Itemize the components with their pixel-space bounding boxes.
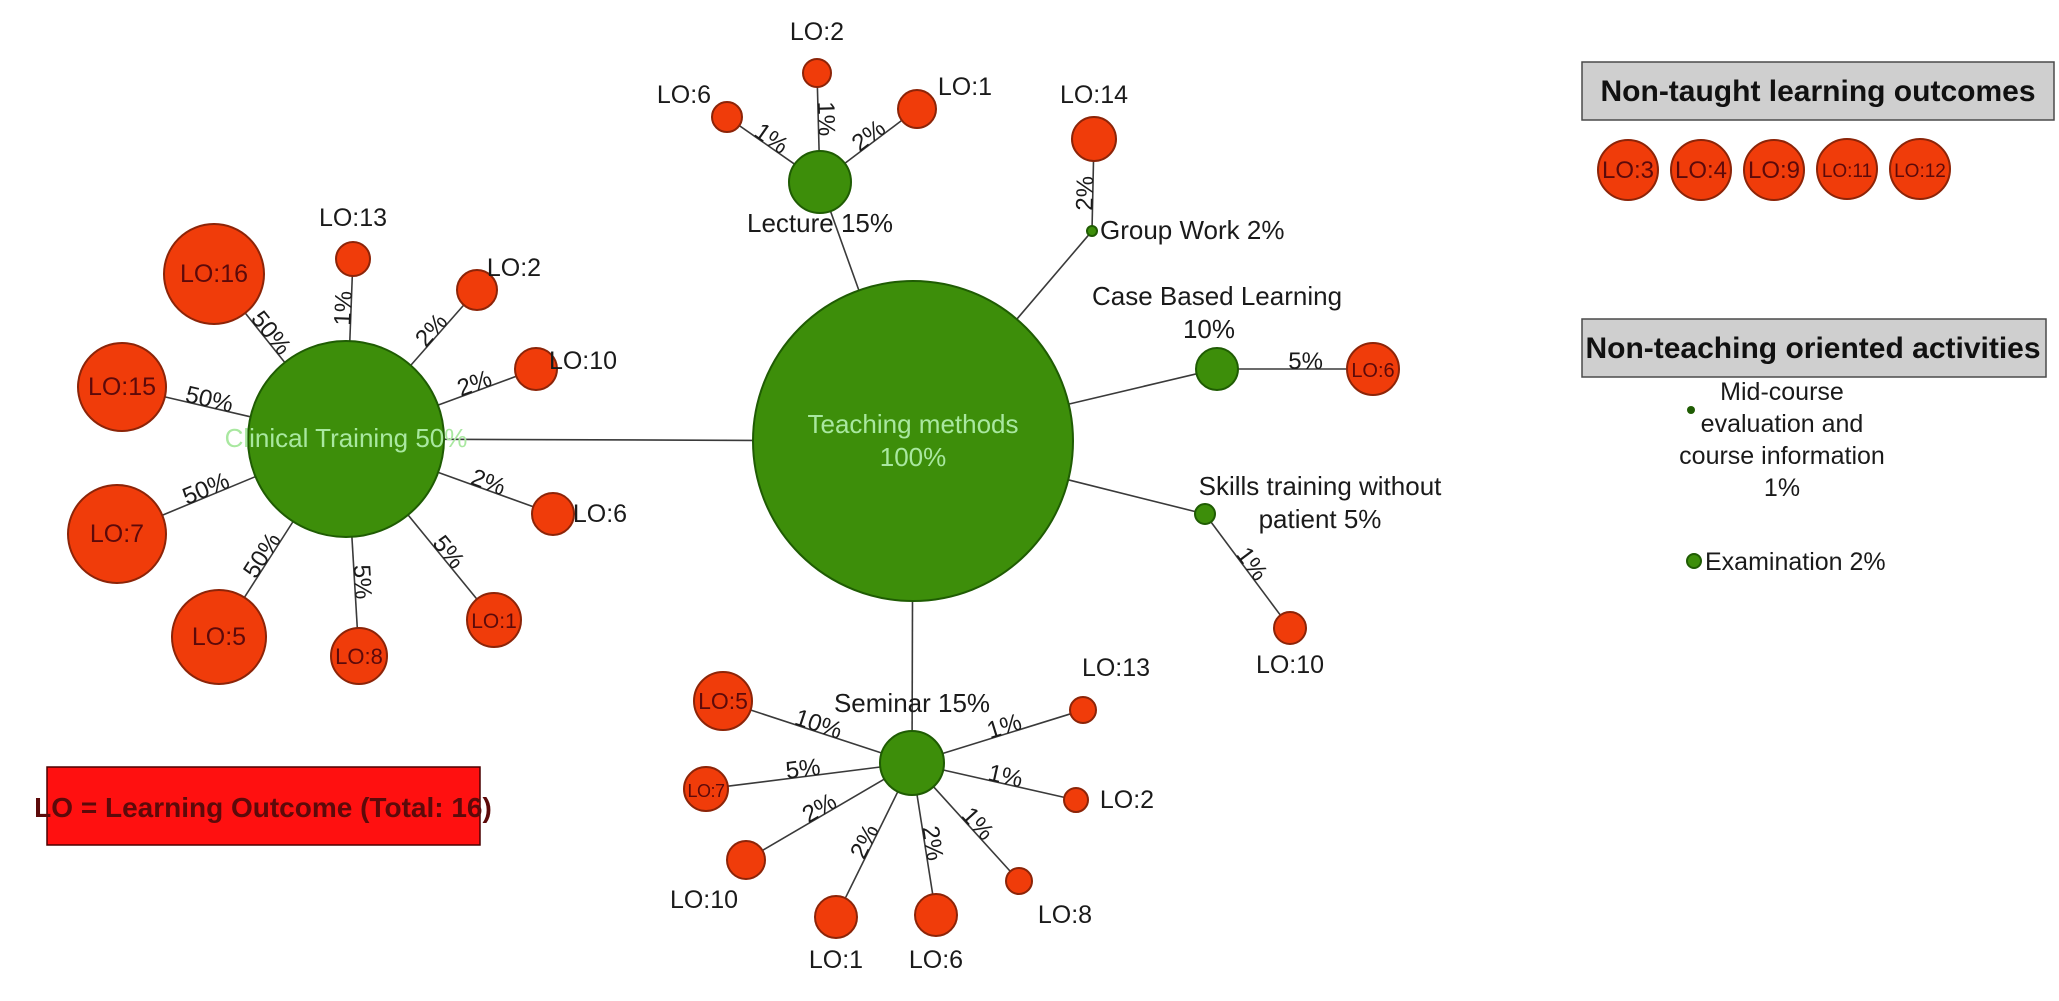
svg-text:LO:15: LO:15	[88, 373, 156, 401]
svg-text:LO:1: LO:1	[471, 610, 517, 633]
svg-text:Group Work 2%: Group Work 2%	[1100, 215, 1284, 245]
svg-text:LO:1: LO:1	[938, 73, 992, 101]
svg-text:LO:2: LO:2	[790, 18, 844, 46]
svg-text:1%: 1%	[1764, 474, 1800, 502]
svg-text:LO:4: LO:4	[1675, 157, 1727, 184]
svg-text:LO:1: LO:1	[809, 946, 863, 974]
svg-text:LO:9: LO:9	[1748, 157, 1800, 184]
svg-text:LO:6: LO:6	[909, 946, 963, 974]
svg-text:Seminar 15%: Seminar 15%	[834, 688, 990, 718]
svg-text:1%: 1%	[812, 101, 840, 136]
svg-text:LO:12: LO:12	[1894, 161, 1946, 182]
svg-text:LO:7: LO:7	[688, 781, 725, 801]
svg-text:Non-teaching oriented activiti: Non-teaching oriented activities	[1585, 332, 2040, 365]
svg-text:LO:10: LO:10	[1256, 651, 1324, 679]
svg-text:10%: 10%	[1183, 314, 1235, 344]
svg-text:LO:11: LO:11	[1822, 161, 1872, 182]
svg-text:Non-taught learning outcomes: Non-taught learning outcomes	[1601, 75, 2036, 108]
svg-text:Examination 2%: Examination 2%	[1705, 548, 1886, 576]
svg-text:LO:14: LO:14	[1060, 81, 1128, 109]
svg-text:LO:6: LO:6	[573, 500, 627, 528]
svg-text:Clinical Training 50%: Clinical Training 50%	[225, 423, 468, 453]
svg-text:LO:8: LO:8	[335, 644, 383, 669]
svg-text:LO:2: LO:2	[487, 254, 541, 282]
svg-text:LO:2: LO:2	[1100, 786, 1154, 814]
svg-text:course information: course information	[1679, 442, 1885, 470]
svg-text:2%: 2%	[1071, 176, 1099, 211]
svg-text:LO:5: LO:5	[192, 623, 246, 651]
svg-text:LO:8: LO:8	[1038, 901, 1092, 929]
svg-text:LO:6: LO:6	[657, 81, 711, 109]
svg-text:100%: 100%	[880, 442, 947, 472]
svg-text:LO:13: LO:13	[319, 204, 387, 232]
svg-text:patient 5%: patient 5%	[1259, 504, 1382, 534]
svg-text:5%: 5%	[348, 564, 377, 600]
svg-text:Case Based Learning: Case Based Learning	[1092, 281, 1342, 311]
svg-text:evaluation and: evaluation and	[1701, 410, 1864, 438]
svg-text:Skills training without: Skills training without	[1199, 471, 1443, 501]
svg-text:Lecture 15%: Lecture 15%	[747, 208, 893, 238]
svg-text:2%: 2%	[916, 824, 948, 862]
svg-text:LO:16: LO:16	[180, 260, 248, 288]
svg-text:LO:5: LO:5	[698, 688, 748, 714]
svg-text:LO:6: LO:6	[1351, 360, 1394, 382]
svg-text:LO = Learning Outcome (Total:: LO = Learning Outcome (Total: 16)	[34, 792, 492, 823]
svg-text:LO:10: LO:10	[549, 347, 617, 375]
svg-text:5%: 5%	[784, 754, 822, 785]
svg-text:LO:3: LO:3	[1602, 157, 1654, 184]
svg-text:Teaching methods: Teaching methods	[807, 409, 1018, 439]
svg-text:LO:10: LO:10	[670, 886, 738, 914]
svg-text:LO:7: LO:7	[90, 520, 144, 548]
svg-text:LO:13: LO:13	[1082, 654, 1150, 682]
svg-text:Mid-course: Mid-course	[1720, 378, 1844, 406]
svg-text:1%: 1%	[329, 290, 357, 326]
svg-text:5%: 5%	[1288, 348, 1323, 375]
